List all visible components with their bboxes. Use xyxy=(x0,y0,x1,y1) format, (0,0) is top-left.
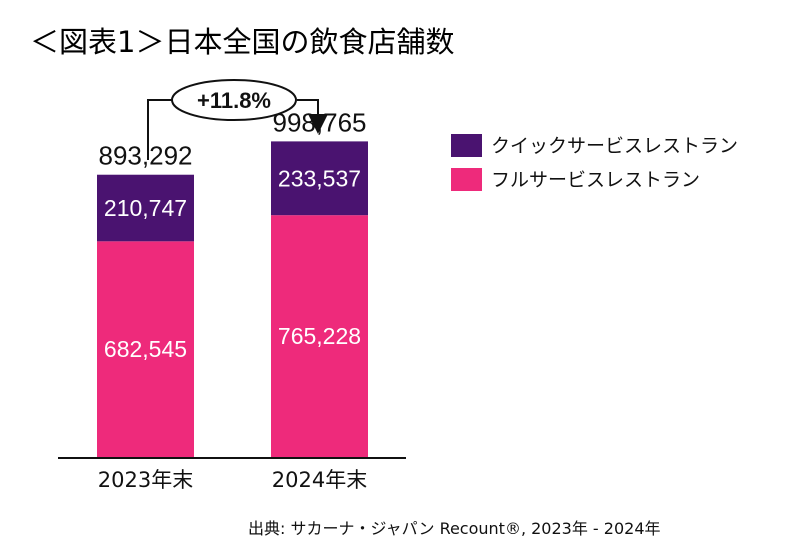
data-label-full-service-2: 765,228 xyxy=(278,323,361,349)
data-label-quick-service-2: 233,537 xyxy=(278,165,361,191)
growth-annotation: +11.8% xyxy=(147,79,318,160)
bar-quick-service-1 xyxy=(97,174,194,242)
data-label-full-service-1: 682,545 xyxy=(104,336,187,362)
bar-quick-service-2 xyxy=(271,141,368,216)
growth-label: +11.8% xyxy=(197,88,271,113)
growth-bracket xyxy=(147,99,318,160)
legend-label-1: クイックサービスレストラン xyxy=(491,135,738,157)
category-labels: 2023年末 2024年末 xyxy=(98,468,367,492)
legend-swatch-2 xyxy=(451,168,482,191)
data-label-quick-service-1: 210,747 xyxy=(104,195,187,221)
legend-swatch-1 xyxy=(451,134,482,157)
legend-label-2: フルサービスレストラン xyxy=(491,169,700,191)
source-note: 出典: サカーナ・ジャパン Recount®, 2023年 - 2024年 xyxy=(248,519,661,538)
bar-full-service-2 xyxy=(271,215,368,457)
category-label-1: 2023年末 xyxy=(98,468,193,492)
chart-title: ＜図表1＞日本全国の飲食店舗数 xyxy=(30,25,454,59)
bars-group xyxy=(97,141,368,457)
total-label-2: 998,765 xyxy=(273,107,367,137)
bar-full-service-1 xyxy=(97,241,194,457)
growth-ellipse xyxy=(171,79,297,121)
total-label-1: 893,292 xyxy=(99,141,193,171)
category-label-2: 2024年末 xyxy=(272,468,367,492)
